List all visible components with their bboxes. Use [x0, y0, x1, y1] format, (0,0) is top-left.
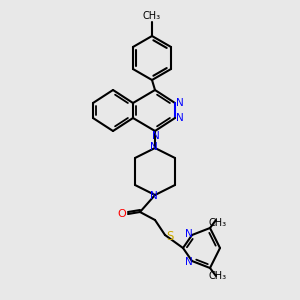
Text: N: N	[185, 229, 193, 239]
Text: CH₃: CH₃	[209, 218, 227, 228]
Text: N: N	[150, 142, 158, 152]
Text: O: O	[118, 209, 126, 219]
Text: N: N	[176, 113, 184, 123]
Text: N: N	[176, 98, 184, 108]
Text: N: N	[150, 191, 158, 201]
Text: N: N	[152, 131, 160, 141]
Text: S: S	[166, 230, 174, 242]
Text: N: N	[185, 257, 193, 267]
Text: CH₃: CH₃	[143, 11, 161, 21]
Text: CH₃: CH₃	[209, 271, 227, 281]
